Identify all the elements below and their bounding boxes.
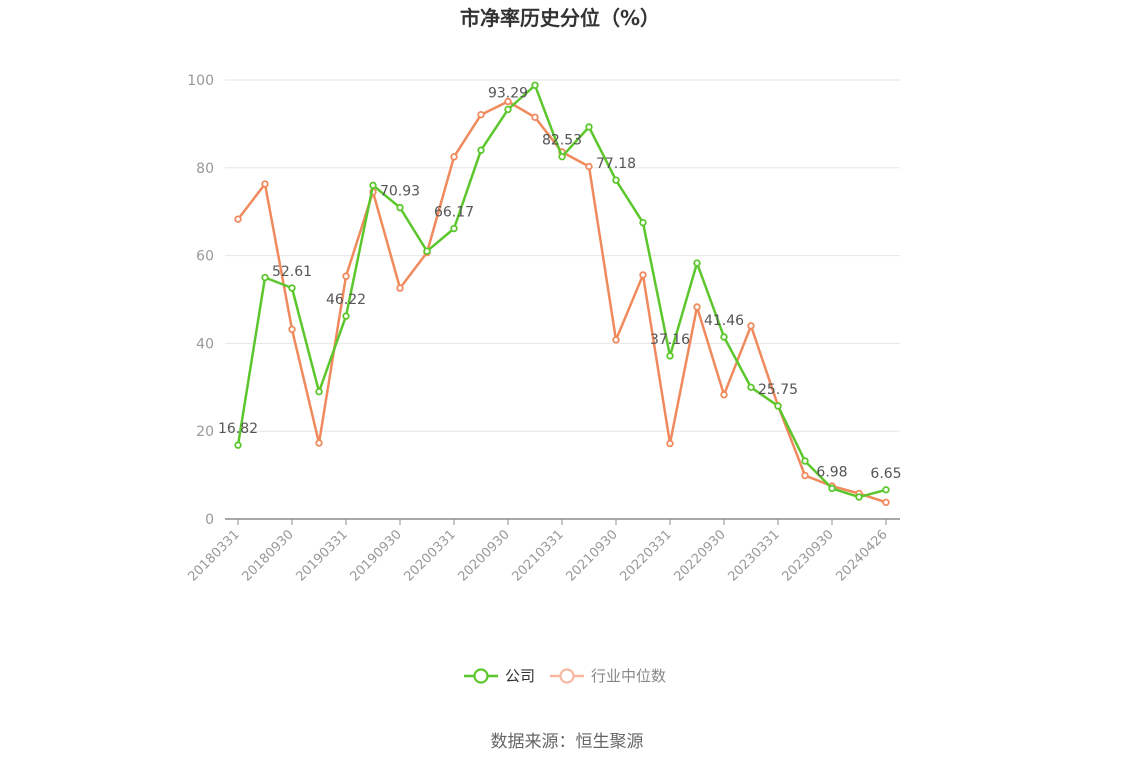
company-data-label: 16.82	[218, 421, 258, 437]
x-tick-label: 20230930	[779, 527, 836, 584]
company-point[interactable]	[828, 484, 836, 493]
company-data-label: 37.16	[650, 332, 690, 348]
company-point[interactable]	[261, 273, 269, 282]
company-point[interactable]	[693, 259, 701, 267]
company-point[interactable]	[855, 493, 863, 501]
company-data-label: 6.65	[870, 466, 901, 482]
industry-point[interactable]	[882, 498, 890, 507]
y-tick-label: 60	[196, 249, 214, 265]
legend-marker-icon	[473, 668, 489, 684]
industry-point[interactable]	[531, 113, 539, 122]
legend-item-industry[interactable]: 行业中位数	[550, 667, 666, 685]
company-point[interactable]	[288, 284, 296, 292]
y-tick-label: 80	[196, 161, 214, 177]
y-tick-label: 0	[205, 512, 214, 528]
industry-point[interactable]	[585, 162, 593, 171]
company-data-label: 6.98	[816, 464, 847, 480]
company-data-label: 46.22	[326, 292, 366, 308]
chart-title: 市净率历史分位（%）	[460, 6, 660, 30]
x-tick-label: 20190331	[293, 527, 350, 584]
industry-point[interactable]	[288, 325, 296, 334]
x-tick-label: 20190930	[347, 527, 404, 584]
industry-point[interactable]	[477, 110, 485, 119]
legend-label: 行业中位数	[591, 667, 666, 685]
industry-point[interactable]	[504, 97, 512, 106]
company-point[interactable]	[882, 486, 890, 494]
x-tick-label: 20220331	[617, 527, 674, 584]
company-point[interactable]	[639, 218, 647, 227]
company-data-label: 70.93	[380, 184, 420, 200]
x-tick-label: 20210930	[563, 527, 620, 584]
x-tick-label: 20210331	[509, 527, 566, 584]
legend-item-company[interactable]: 公司	[464, 667, 535, 685]
company-point[interactable]	[558, 152, 566, 161]
company-data-label: 66.17	[434, 205, 474, 221]
x-tick-label: 20200930	[455, 527, 512, 584]
company-data-label: 77.18	[596, 156, 636, 172]
data-labels: 16.82 52.61 46.22 70.93 66.17 93.29 82.53 77.18…	[218, 85, 902, 481]
company-point[interactable]	[423, 247, 431, 255]
y-tick-label: 40	[196, 336, 214, 352]
industry-point[interactable]	[342, 272, 350, 280]
company-data-label: 41.46	[704, 313, 744, 329]
legend[interactable]: 公司 行业中位数	[464, 667, 666, 685]
industry-point[interactable]	[639, 271, 647, 279]
company-point[interactable]	[612, 176, 620, 184]
industry-point[interactable]	[396, 284, 404, 292]
industry-point[interactable]	[747, 322, 755, 330]
company-point[interactable]	[234, 441, 242, 449]
source-note: 数据来源：恒生聚源	[491, 732, 644, 752]
industry-point[interactable]	[450, 153, 458, 161]
industry-point[interactable]	[693, 303, 701, 311]
industry-point[interactable]	[720, 391, 728, 399]
company-point[interactable]	[801, 457, 809, 465]
company-point[interactable]	[774, 402, 782, 410]
company-point[interactable]	[342, 312, 350, 320]
series-layer	[234, 81, 890, 507]
x-tick-label: 20180930	[239, 527, 296, 584]
industry-point[interactable]	[612, 336, 620, 344]
industry-point[interactable]	[666, 439, 674, 448]
legend-marker-icon	[559, 668, 575, 684]
company-data-label: 52.61	[272, 264, 312, 280]
company-point[interactable]	[720, 333, 728, 341]
y-tick-label: 100	[187, 73, 214, 89]
industry-point[interactable]	[315, 439, 323, 447]
x-tick-label: 20220930	[671, 527, 728, 584]
company-point[interactable]	[396, 203, 404, 212]
industry-point[interactable]	[261, 180, 269, 188]
company-point[interactable]	[450, 224, 458, 233]
x-tick-label: 20180331	[185, 527, 242, 584]
x-tick-label: 20240426	[833, 527, 890, 584]
company-point[interactable]	[477, 146, 485, 154]
x-tick-label: 20230331	[725, 527, 782, 584]
company-point[interactable]	[504, 105, 512, 114]
company-point[interactable]	[531, 81, 539, 89]
company-point[interactable]	[585, 123, 593, 131]
legend-label: 公司	[505, 667, 535, 685]
y-tick-label: 20	[196, 424, 214, 440]
company-point[interactable]	[666, 352, 674, 360]
company-point[interactable]	[747, 383, 755, 391]
industry-point[interactable]	[234, 215, 242, 223]
company-point[interactable]	[369, 181, 377, 190]
x-tick-label: 20200331	[401, 527, 458, 584]
industry-point[interactable]	[801, 471, 809, 480]
company-data-label: 93.29	[488, 85, 528, 101]
company-data-label: 82.53	[542, 133, 582, 149]
company-point[interactable]	[315, 387, 323, 396]
company-data-label: 25.75	[758, 382, 798, 398]
